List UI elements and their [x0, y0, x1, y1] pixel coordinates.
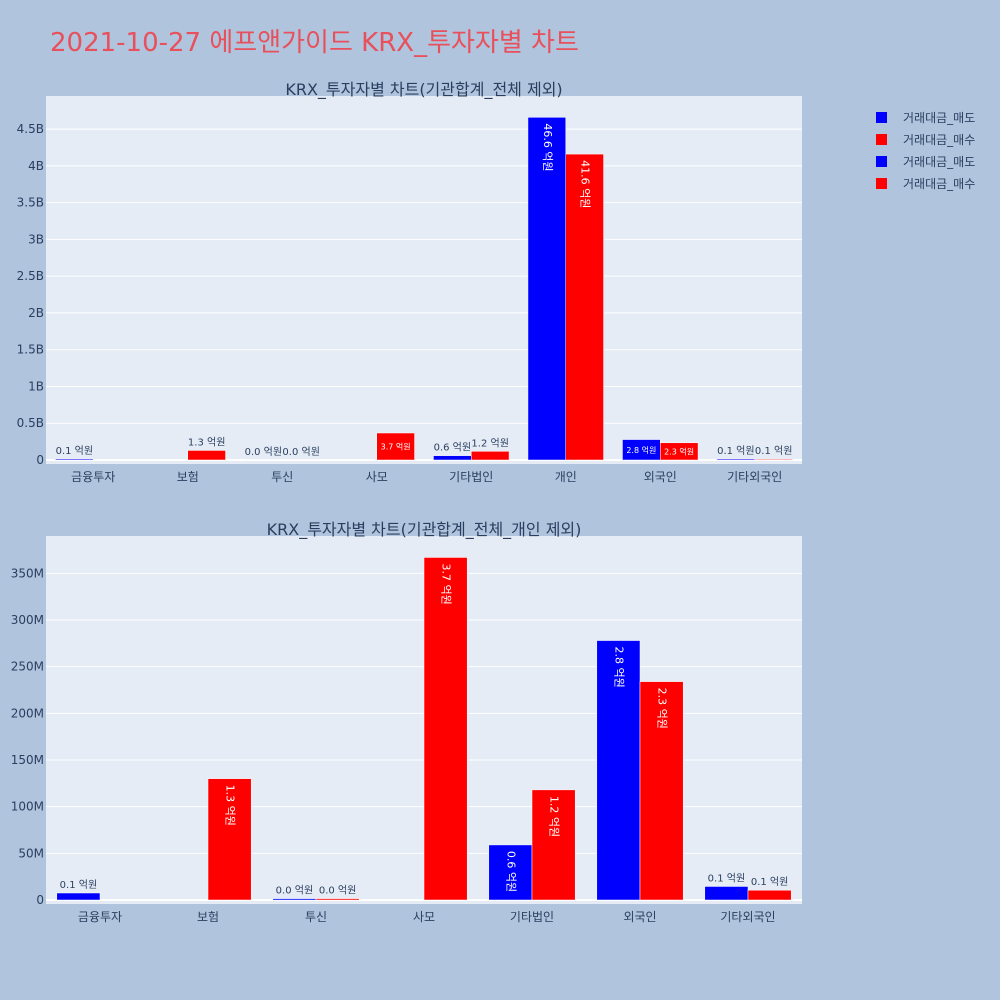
plot-area: [46, 96, 802, 464]
bar: [565, 153, 604, 461]
data-label: 2.8 억원: [626, 445, 656, 455]
legend-label: 거래대금_매수: [903, 132, 976, 147]
x-tick-label: 금융투자: [71, 470, 115, 484]
y-tick-label: 4B: [28, 159, 44, 173]
chart-title: KRX_투자자별 차트(기관합계_전체 제외): [285, 80, 562, 100]
data-label: 1.3 억원: [188, 436, 225, 448]
y-tick-label: 3.5B: [17, 196, 44, 210]
x-tick-label: 투신: [271, 470, 293, 484]
legend-item[interactable]: 거래대금_매도: [876, 106, 975, 128]
data-label: 0.1 억원: [717, 445, 754, 457]
legend-swatch: [876, 111, 887, 123]
bar: [272, 898, 317, 901]
page-title: 2021-10-27 에프앤가이드 KRX_투자자별 차트: [50, 28, 579, 58]
x-tick-label: 사모: [413, 910, 435, 924]
bar: [596, 640, 641, 901]
legend-label: 거래대금_매도: [903, 154, 976, 169]
x-tick-label: 기타외국인: [727, 470, 782, 484]
x-tick-label: 사모: [366, 470, 388, 484]
legend-label: 거래대금_매수: [903, 176, 976, 191]
y-tick-label: 350M: [11, 566, 44, 580]
bar: [531, 789, 576, 901]
legend-label: 거래대금_매도: [903, 110, 976, 125]
x-tick-label: 외국인: [623, 910, 656, 924]
bar: [704, 886, 749, 901]
bar: [471, 451, 510, 461]
y-tick-label: 0.5B: [17, 416, 44, 430]
data-label: 2.8 억원: [612, 647, 625, 688]
legend-item[interactable]: 거래대금_매수: [876, 172, 975, 194]
data-label: 41.6 억원: [579, 160, 592, 208]
y-tick-label: 4.5B: [17, 122, 44, 136]
data-label: 46.6 억원: [541, 123, 554, 171]
data-label: 0.1 억원: [708, 872, 745, 884]
y-tick-label: 1.5B: [17, 343, 44, 357]
data-label: 1.2 억원: [548, 796, 561, 837]
chart-title: KRX_투자자별 차트(기관합계_전체_개인 제외): [267, 520, 582, 540]
y-tick-label: 200M: [11, 706, 44, 720]
bar: [187, 450, 226, 461]
bar: [433, 455, 472, 461]
bar: [315, 898, 360, 901]
bar: [488, 844, 533, 901]
bar: [207, 778, 252, 901]
data-label: 0.0 억원: [319, 885, 356, 897]
bar: [376, 432, 415, 461]
x-tick-label: 금융투자: [78, 910, 122, 924]
legend-swatch: [876, 155, 887, 167]
data-label: 0.6 억원: [504, 851, 517, 892]
legend-item[interactable]: 거래대금_매수: [876, 128, 975, 150]
y-tick-label: 2B: [28, 306, 44, 320]
x-tick-label: 개인: [555, 470, 577, 484]
y-tick-label: 0: [36, 893, 44, 907]
bar: [639, 681, 684, 901]
data-label: 0.0 억원: [245, 446, 282, 458]
x-tick-label: 보험: [177, 470, 199, 484]
y-tick-label: 50M: [18, 846, 44, 860]
data-label: 1.3 억원: [224, 785, 237, 826]
data-label: 0.1 억원: [751, 876, 788, 888]
data-label: 3.7 억원: [381, 442, 411, 452]
bar: [56, 892, 101, 901]
y-tick-label: 250M: [11, 660, 44, 674]
y-tick-label: 3B: [28, 232, 44, 246]
bar: [55, 458, 94, 461]
x-tick-label: 기타외국인: [720, 910, 775, 924]
x-tick-label: 투신: [305, 910, 327, 924]
data-label: 0.0 억원: [276, 885, 313, 897]
legend-swatch: [876, 177, 887, 189]
data-label: 1.2 억원: [471, 437, 508, 449]
x-tick-label: 기타법인: [449, 470, 493, 484]
data-label: 0.1 억원: [56, 445, 93, 457]
data-label: 0.6 억원: [434, 442, 471, 454]
x-tick-label: 외국인: [644, 470, 677, 484]
data-label: 3.7 억원: [440, 563, 453, 604]
y-tick-label: 2.5B: [17, 269, 44, 283]
data-label: 2.3 억원: [656, 688, 669, 729]
y-tick-label: 300M: [11, 613, 44, 627]
data-label: 0.1 억원: [755, 445, 792, 457]
bar: [660, 442, 699, 461]
legend-swatch: [876, 133, 887, 145]
y-tick-label: 150M: [11, 753, 44, 767]
legend-item[interactable]: 거래대금_매도: [876, 150, 975, 172]
y-tick-label: 100M: [11, 800, 44, 814]
data-label: 0.1 억원: [60, 879, 97, 891]
bar: [716, 458, 756, 461]
bar: [527, 117, 567, 461]
bar: [423, 557, 468, 901]
legend[interactable]: 거래대금_매도 거래대금_매수 거래대금_매도 거래대금_매수: [876, 106, 975, 194]
bar: [747, 889, 792, 901]
bar: [754, 458, 793, 461]
y-tick-label: 1B: [28, 379, 44, 393]
x-tick-label: 기타법인: [510, 910, 554, 924]
y-tick-label: 0: [36, 453, 44, 467]
data-label: 0.0 억원: [282, 446, 319, 458]
x-tick-label: 보험: [197, 910, 219, 924]
data-label: 2.3 억원: [664, 446, 694, 456]
